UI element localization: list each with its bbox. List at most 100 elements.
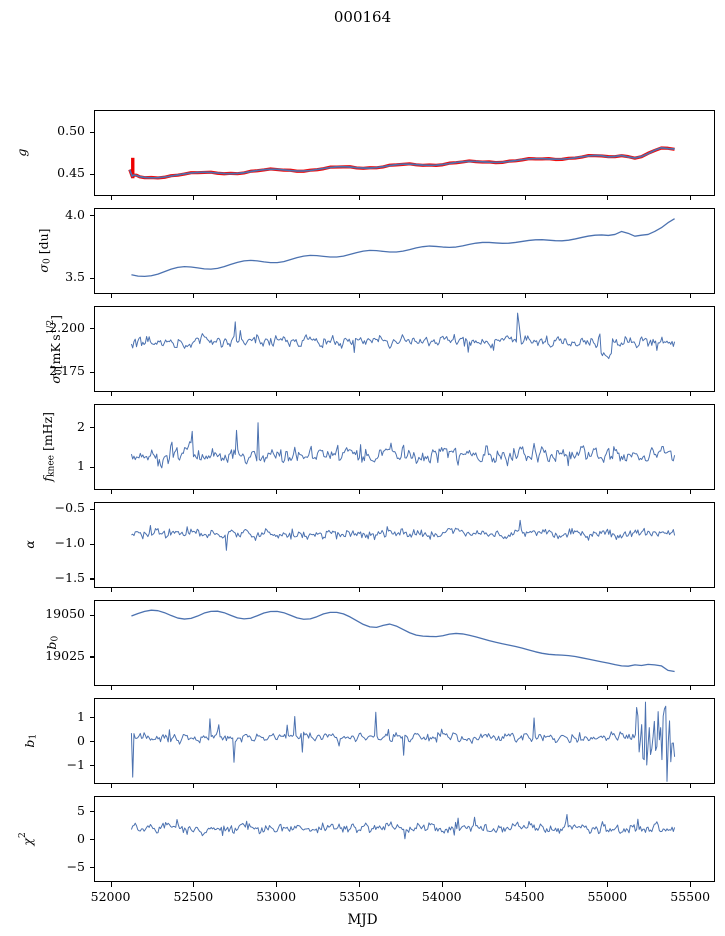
x-tick-mark	[193, 195, 195, 201]
x-tick-mark	[110, 783, 112, 789]
plot-panel-alpha	[94, 502, 715, 588]
y-tick-mark	[89, 656, 94, 658]
y-axis-label-2: σ0[mK s1/2]	[46, 314, 65, 384]
x-tick-mark	[276, 489, 278, 495]
x-tick-mark	[524, 882, 526, 887]
y-tick-label: 4.0	[65, 206, 85, 222]
x-tick-mark	[193, 489, 195, 495]
x-tick-mark	[690, 489, 692, 495]
y-tick-mark	[89, 578, 94, 580]
plot-panel-chi2	[94, 796, 715, 882]
x-tick-mark	[110, 587, 112, 593]
x-tick-mark	[358, 293, 361, 299]
x-tick-mark	[607, 489, 609, 495]
x-tick-mark	[110, 293, 112, 299]
x-tick-mark	[193, 783, 195, 789]
y-axis-label-6: b1	[22, 734, 39, 749]
y-tick-label: −1.5	[54, 569, 85, 585]
y-tick-label: 0.45	[57, 165, 85, 181]
x-tick-mark	[607, 783, 609, 789]
x-tick-mark	[276, 391, 278, 397]
y-tick-label: −0.5	[54, 500, 85, 516]
plot-panel-f_knee	[94, 404, 715, 490]
series-plot-area	[128, 146, 675, 180]
y-tick-label: 19050	[45, 606, 85, 622]
x-tick-label: 55500	[670, 889, 711, 904]
x-tick-mark	[358, 489, 361, 495]
x-tick-mark	[607, 195, 609, 201]
y-tick-label: 0	[77, 830, 85, 846]
x-tick-mark	[607, 391, 609, 397]
x-axis-label: MJD	[347, 912, 378, 928]
x-tick-mark	[441, 293, 443, 299]
x-tick-label: 52000	[90, 889, 131, 904]
y-tick-label: 2.200	[49, 319, 85, 335]
y-tick-label: 1	[77, 458, 85, 474]
x-tick-mark	[690, 391, 692, 397]
x-tick-mark	[358, 882, 361, 887]
data-line-top	[129, 146, 675, 179]
y-tick-label: −5	[66, 858, 85, 874]
data-line	[130, 422, 676, 469]
x-tick-mark	[193, 882, 195, 887]
y-tick-mark	[89, 466, 94, 468]
plot-panel-sigma0_mK	[94, 306, 715, 392]
x-tick-mark	[690, 783, 692, 789]
y-tick-label: 0.50	[57, 123, 85, 139]
plot-panel-b0	[94, 600, 715, 686]
series-plot-area	[130, 312, 676, 360]
y-tick-label: 5	[77, 802, 85, 818]
x-tick-mark	[607, 587, 609, 593]
x-tick-mark	[524, 391, 526, 397]
y-tick-mark	[89, 543, 94, 545]
series-plot-area	[130, 814, 676, 840]
figure-title: 000164	[333, 8, 392, 26]
y-tick-label: 2	[77, 418, 85, 434]
x-tick-mark	[358, 783, 361, 789]
y-tick-mark	[89, 427, 94, 429]
series-plot-area	[131, 218, 675, 278]
x-tick-mark	[441, 882, 443, 887]
x-tick-mark	[276, 587, 278, 593]
y-axis-label-5: b0	[44, 636, 61, 650]
data-line	[131, 609, 675, 673]
x-tick-mark	[607, 293, 609, 299]
y-tick-mark	[89, 277, 94, 279]
y-tick-mark	[89, 741, 94, 743]
x-tick-mark	[690, 882, 692, 887]
y-axis-label-7: χ2	[18, 832, 36, 846]
x-tick-mark	[524, 587, 526, 593]
x-tick-label: 52500	[173, 889, 214, 904]
x-tick-mark	[441, 195, 443, 201]
x-tick-mark	[524, 783, 526, 789]
data-line	[130, 814, 676, 840]
y-axis-label-0: g	[14, 148, 29, 157]
y-axis-label-4: α	[22, 540, 37, 550]
data-line	[131, 520, 676, 552]
plot-panel-data	[94, 110, 715, 196]
series-plot-area	[131, 609, 675, 673]
x-tick-mark	[441, 391, 443, 397]
x-tick-mark	[358, 587, 361, 593]
x-tick-mark	[441, 489, 443, 495]
x-tick-mark	[276, 882, 278, 887]
x-tick-mark	[607, 882, 609, 887]
x-tick-label: 54000	[421, 889, 462, 904]
y-tick-label: 1	[77, 708, 85, 724]
y-tick-mark	[89, 839, 94, 841]
x-tick-mark	[358, 195, 361, 201]
x-tick-mark	[110, 882, 112, 887]
x-tick-label: 55000	[587, 889, 628, 904]
y-tick-label: 0	[77, 732, 85, 748]
y-tick-mark	[89, 614, 94, 616]
y-tick-mark	[89, 328, 94, 330]
x-tick-mark	[690, 293, 692, 299]
y-tick-mark	[89, 811, 94, 813]
series-plot-area	[130, 422, 676, 469]
y-tick-mark	[89, 173, 94, 175]
x-tick-mark	[524, 685, 526, 691]
data-line	[130, 701, 676, 783]
y-tick-label: −1	[66, 756, 85, 772]
x-tick-label: 54500	[504, 889, 545, 904]
